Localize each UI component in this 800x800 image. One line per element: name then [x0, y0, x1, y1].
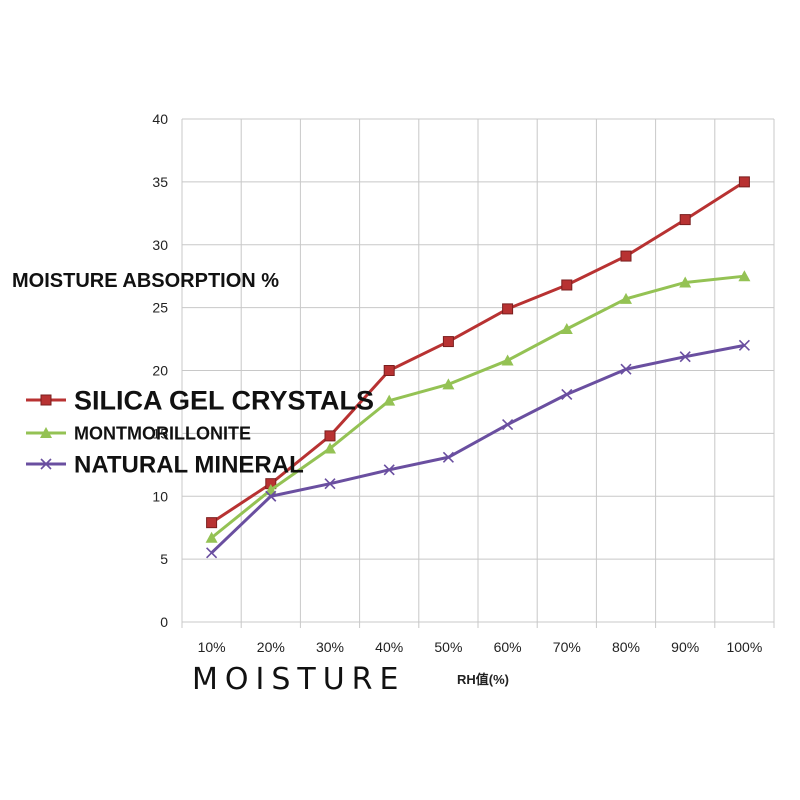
- y-tick-label: 20: [152, 363, 168, 379]
- data-point-triangle: [442, 378, 455, 390]
- y-tick-label: 0: [160, 614, 168, 630]
- x-stroke: [502, 419, 514, 431]
- data-point-x: [738, 339, 750, 351]
- data-point-square: [324, 430, 336, 442]
- data-point-triangle: [324, 442, 336, 454]
- series-montmorillonite: [205, 270, 751, 543]
- series-line: [210, 343, 745, 554]
- series-silica-gel-crystals: [206, 176, 750, 529]
- y-tick-label: 5: [160, 551, 168, 567]
- data-point-triangle: [560, 323, 573, 335]
- data-point-triangle: [383, 394, 396, 406]
- x-stroke: [206, 547, 218, 559]
- data-point-x: [620, 363, 632, 375]
- series-natural-mineral: [206, 339, 750, 559]
- data-point-triangle: [501, 354, 514, 366]
- series-line: [210, 180, 746, 524]
- data-point-square: [679, 214, 691, 226]
- data-point-square: [502, 303, 514, 315]
- x-tick-label: 70%: [553, 639, 581, 655]
- legend-label: MONTMORILLONITE: [74, 423, 251, 443]
- data-point-x: [206, 547, 218, 559]
- chart-grid: [181, 118, 775, 628]
- x-tick-label: 60%: [494, 639, 522, 655]
- data-point-triangle: [620, 292, 632, 304]
- y-tick-label: 35: [152, 174, 168, 190]
- data-point-x: [502, 419, 514, 431]
- data-point-x: [561, 388, 573, 400]
- legend-label: SILICA GEL CRYSTALS: [74, 386, 374, 416]
- y-tick-label: 30: [152, 237, 168, 253]
- x-tick-label: 30%: [316, 639, 344, 655]
- x-stroke: [679, 351, 691, 363]
- data-point-square: [442, 336, 454, 348]
- x-stroke: [561, 388, 573, 400]
- data-point-square: [206, 517, 218, 529]
- x-axis-label: MOISTURE: [192, 662, 405, 697]
- y-tick-label: 40: [152, 111, 168, 127]
- data-point-triangle: [205, 531, 218, 543]
- legend-label: NATURAL MINERAL: [74, 452, 304, 479]
- x-axis-ticks: 10% 20% 30% 40% 50% 60% 70% 80% 90% 100%: [198, 639, 763, 655]
- data-point-square: [620, 250, 632, 262]
- x-stroke: [265, 490, 277, 502]
- x-stroke: [620, 363, 632, 375]
- legend-item: MONTMORILLONITE: [26, 423, 251, 443]
- data-point-square: [738, 176, 750, 188]
- data-point-triangle: [679, 276, 692, 288]
- x-tick-label: 40%: [375, 639, 403, 655]
- data-point-square: [561, 279, 573, 291]
- data-point-triangle: [738, 270, 751, 282]
- data-point-triangle: [40, 427, 52, 438]
- y-tick-label: 25: [152, 300, 168, 316]
- x-tick-label: 90%: [671, 639, 699, 655]
- x-tick-label: 10%: [198, 639, 226, 655]
- data-point-x: [383, 464, 395, 476]
- x-tick-label: 50%: [434, 639, 462, 655]
- x-stroke: [442, 451, 454, 463]
- legend: SILICA GEL CRYSTALS MONTMORILLONITE NATURA…: [26, 386, 374, 479]
- data-point-square: [40, 394, 52, 406]
- x-stroke: [40, 458, 52, 470]
- legend-item: NATURAL MINERAL: [26, 452, 304, 479]
- series-line: [210, 274, 745, 539]
- x-stroke: [383, 464, 395, 476]
- x-axis-unit-label: RH值(%): [457, 672, 509, 687]
- x-tick-label: 20%: [257, 639, 285, 655]
- x-tick-label: 80%: [612, 639, 640, 655]
- series-layer: [205, 176, 751, 559]
- y-axis-label: MOISTURE ABSORPTION %: [12, 270, 279, 292]
- y-axis-ticks: 0 5 10 15 20 25 30 35 40: [152, 111, 168, 630]
- y-tick-label: 15: [152, 425, 168, 441]
- x-stroke: [738, 339, 750, 351]
- x-tick-label: 100%: [726, 639, 762, 655]
- data-point-x: [442, 451, 454, 463]
- data-point-x: [40, 458, 52, 470]
- data-point-x: [679, 351, 691, 363]
- y-tick-label: 10: [152, 488, 168, 504]
- data-point-x: [265, 490, 277, 502]
- data-point-x: [324, 478, 336, 490]
- x-stroke: [324, 478, 336, 490]
- data-point-square: [383, 365, 395, 376]
- legend-item: SILICA GEL CRYSTALS: [26, 386, 374, 416]
